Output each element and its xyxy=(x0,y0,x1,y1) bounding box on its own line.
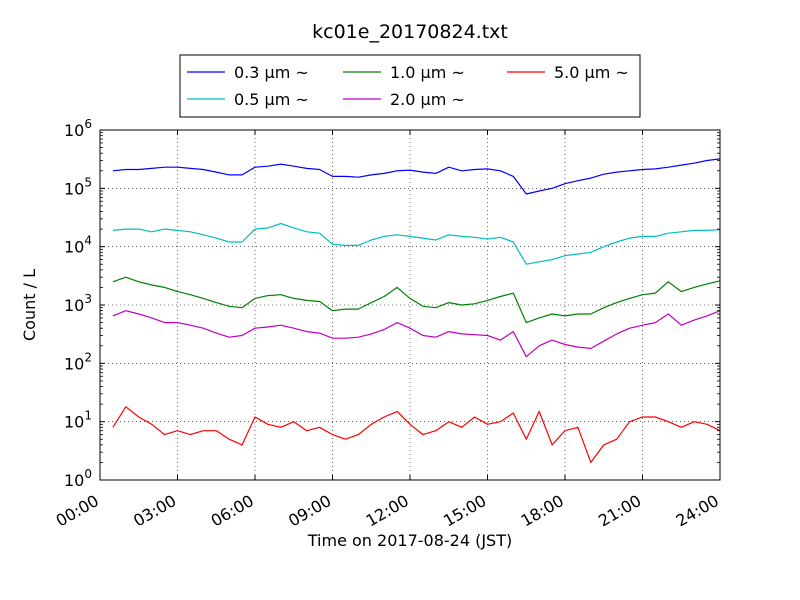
legend: 0.3 μm ~ 0.5 μm ~ 1.0 μm ~ 2.0 μm ~ 5.0 μm ~ xyxy=(179,54,641,118)
legend-label: 2.0 μm ~ xyxy=(390,90,465,109)
series-line xyxy=(112,276,721,324)
series-line xyxy=(112,222,721,265)
y-tick-label: 102 xyxy=(64,350,92,373)
y-tick-label: 103 xyxy=(64,292,92,315)
y-tick-label: 100 xyxy=(64,467,92,490)
y-tick-label: 106 xyxy=(64,117,92,140)
y-tick-label: 104 xyxy=(64,234,92,257)
series-line xyxy=(112,310,721,358)
legend-label: 0.3 μm ~ xyxy=(234,63,309,82)
x-axis-title: Time on 2017-08-24 (JST) xyxy=(307,531,512,550)
series-lines xyxy=(112,158,721,463)
y-tick-label: 101 xyxy=(64,409,92,432)
legend-label: 5.0 μm ~ xyxy=(554,63,629,82)
legend-label: 0.5 μm ~ xyxy=(234,90,309,109)
series-line xyxy=(112,406,721,463)
series-line xyxy=(112,158,721,195)
y-axis-title: Count / L xyxy=(20,269,39,341)
legend-box xyxy=(179,54,641,118)
grid xyxy=(100,130,720,480)
ticks xyxy=(99,129,721,481)
legend-label: 1.0 μm ~ xyxy=(390,63,465,82)
chart-title: kc01e_20170824.txt xyxy=(312,21,508,43)
y-tick-labels: 100 101 102 103 104 105 106 xyxy=(64,117,92,490)
y-tick-label: 105 xyxy=(64,175,92,198)
